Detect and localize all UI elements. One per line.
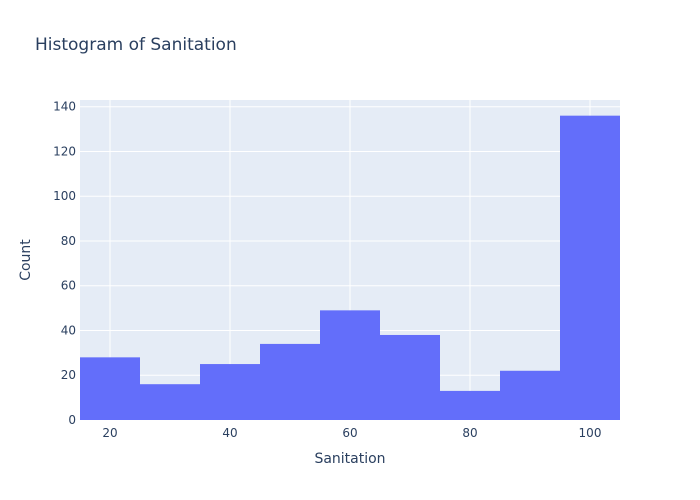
x-tick-label: 100 bbox=[579, 426, 602, 440]
x-axis-title: Sanitation bbox=[314, 451, 385, 467]
histogram-bar bbox=[320, 310, 380, 420]
histogram-bar bbox=[380, 334, 440, 420]
histogram-bar bbox=[440, 390, 500, 420]
x-tick-label: 40 bbox=[222, 426, 237, 440]
histogram-bar bbox=[260, 343, 320, 420]
x-tick-label: 60 bbox=[342, 426, 357, 440]
chart-title: Histogram of Sanitation bbox=[35, 35, 237, 55]
y-tick-label: 120 bbox=[53, 144, 76, 158]
y-tick-label: 60 bbox=[61, 279, 76, 293]
histogram-bar bbox=[80, 357, 140, 420]
x-tick-label: 20 bbox=[102, 426, 117, 440]
y-tick-label: 100 bbox=[53, 189, 76, 203]
y-tick-label: 40 bbox=[61, 323, 76, 337]
y-tick-label: 140 bbox=[53, 100, 76, 114]
y-tick-label: 20 bbox=[61, 368, 76, 382]
y-axis-title: Count bbox=[18, 239, 34, 281]
histogram-bar bbox=[560, 115, 620, 420]
x-tick-label: 80 bbox=[462, 426, 477, 440]
histogram-bar bbox=[140, 384, 200, 420]
y-tick-label: 0 bbox=[68, 413, 76, 427]
y-axis-ticks: 0 20 40 60 80 100 120 140 bbox=[53, 100, 76, 427]
histogram-bar bbox=[500, 370, 560, 420]
bars bbox=[80, 115, 620, 420]
x-axis-ticks: 20 40 60 80 100 bbox=[102, 426, 601, 440]
y-tick-label: 80 bbox=[61, 234, 76, 248]
histogram-bar bbox=[200, 364, 260, 420]
